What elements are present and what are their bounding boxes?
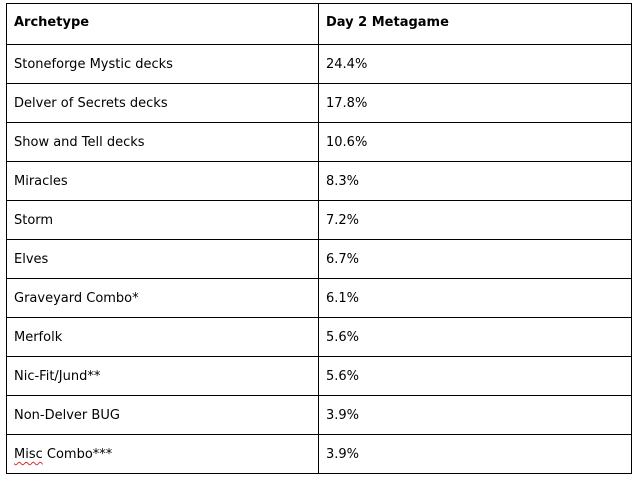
archetype-cell: Elves	[6, 239, 319, 279]
table-row: Non-Delver BUG 3.9%	[6, 395, 632, 435]
share-cell: 8.3%	[318, 161, 632, 201]
table-row: Graveyard Combo* 6.1%	[6, 278, 632, 318]
archetype-cell: Show and Tell decks	[6, 122, 319, 162]
share-cell: 5.6%	[318, 356, 632, 396]
table-row: Storm 7.2%	[6, 200, 632, 240]
share-cell: 10.6%	[318, 122, 632, 162]
archetype-cell: Miracles	[6, 161, 319, 201]
table-row: Misc Combo*** 3.9%	[6, 434, 632, 474]
share-cell: 17.8%	[318, 83, 632, 123]
archetype-cell: Misc Combo***	[6, 434, 319, 474]
share-cell: 24.4%	[318, 44, 632, 84]
archetype-cell: Merfolk	[6, 317, 319, 357]
share-cell: 7.2%	[318, 200, 632, 240]
table-row: Show and Tell decks 10.6%	[6, 122, 632, 162]
table-row: Delver of Secrets decks 17.8%	[6, 83, 632, 123]
table-row: Stoneforge Mystic decks 24.4%	[6, 44, 632, 84]
archetype-cell: Non-Delver BUG	[6, 395, 319, 435]
archetype-cell: Nic-Fit/Jund**	[6, 356, 319, 396]
share-cell: 6.7%	[318, 239, 632, 279]
metagame-table: Archetype Day 2 Metagame Stoneforge Myst…	[6, 3, 632, 474]
share-cell: 6.1%	[318, 278, 632, 318]
archetype-cell: Stoneforge Mystic decks	[6, 44, 319, 84]
header-day2-metagame: Day 2 Metagame	[318, 3, 632, 45]
archetype-cell: Storm	[6, 200, 319, 240]
table-row: Nic-Fit/Jund** 5.6%	[6, 356, 632, 396]
share-cell: 5.6%	[318, 317, 632, 357]
header-archetype: Archetype	[6, 3, 319, 45]
archetype-cell: Graveyard Combo*	[6, 278, 319, 318]
table-row: Elves 6.7%	[6, 239, 632, 279]
table-row: Merfolk 5.6%	[6, 317, 632, 357]
table-row: Miracles 8.3%	[6, 161, 632, 201]
archetype-cell: Delver of Secrets decks	[6, 83, 319, 123]
table-header-row: Archetype Day 2 Metagame	[6, 3, 632, 45]
archetype-suffix: Combo***	[42, 447, 113, 462]
share-cell: 3.9%	[318, 434, 632, 474]
share-cell: 3.9%	[318, 395, 632, 435]
spellcheck-underlined-word: Misc	[14, 447, 43, 462]
